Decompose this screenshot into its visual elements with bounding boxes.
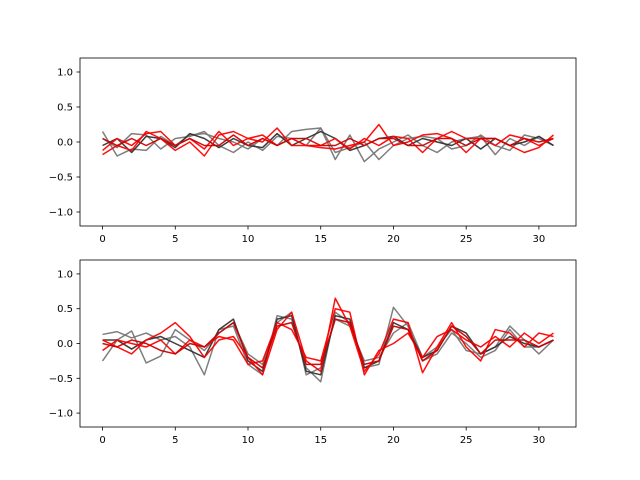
x-tick-label: 25	[460, 435, 473, 446]
series-line-6	[102, 318, 554, 369]
x-tick-label: 0	[99, 435, 105, 446]
series-line-4	[102, 123, 554, 157]
x-tick-label: 10	[242, 435, 255, 446]
x-tick-label: 20	[387, 435, 400, 446]
x-tick-label: 15	[314, 234, 327, 245]
y-tick-label: −0.5	[49, 374, 73, 385]
subplot-2: 0 5 10 15 20 25 30 −1.0 −0.5 0.0 0.5 1.0	[49, 259, 577, 446]
y-tick-label: 0.5	[57, 103, 73, 114]
y-tick-label: 1.0	[57, 68, 73, 79]
series-line-6	[102, 134, 554, 147]
x-tick-label: 30	[533, 435, 546, 446]
y-tick-label: −0.5	[49, 173, 73, 184]
y-tick-label: −1.0	[49, 208, 73, 219]
series-line-2	[102, 127, 554, 161]
y-tick-label: 0.0	[57, 138, 73, 149]
x-tick-label: 20	[387, 234, 400, 245]
series-line-3	[102, 130, 554, 154]
y-tick-label: 0.5	[57, 304, 73, 315]
x-tick-label: 0	[99, 234, 105, 245]
y-tick-label: 1.0	[57, 269, 73, 280]
x-tick-label: 5	[172, 234, 178, 245]
subplot-1: 0 5 10 15 20 25 30 −1.0 −0.5 0.0 0.5 1.0	[49, 57, 577, 245]
x-tick-label: 5	[172, 435, 178, 446]
x-tick-label: 15	[314, 435, 327, 446]
y-tick-label: 0.0	[57, 339, 73, 350]
y-tick-label: −1.0	[49, 409, 73, 420]
x-tick-label: 10	[242, 234, 255, 245]
x-tick-label: 25	[460, 234, 473, 245]
x-tick-label: 30	[533, 234, 546, 245]
